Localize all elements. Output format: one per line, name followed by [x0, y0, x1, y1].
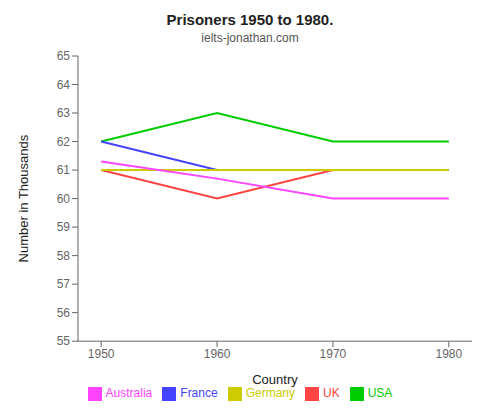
html-text:USA: USA	[367, 386, 393, 401]
html-text:Germany: Germany	[245, 386, 295, 401]
svg-text:55: 55	[57, 334, 71, 348]
html-text:France: France	[180, 386, 218, 401]
html-text:Australia: Australia	[105, 386, 153, 401]
svg-text:65: 65	[57, 49, 71, 63]
svg-text:62: 62	[57, 135, 71, 149]
svg-text:64: 64	[57, 78, 71, 92]
html-text:ielts-jonathan.com: ielts-jonathan.com	[201, 31, 299, 45]
svg-text:57: 57	[57, 277, 71, 291]
svg-text:56: 56	[57, 306, 71, 320]
svg-text:61: 61	[57, 163, 71, 177]
svg-text:1980: 1980	[435, 347, 462, 361]
svg-text:58: 58	[57, 249, 71, 263]
svg-text:59: 59	[57, 220, 71, 234]
svg-text:1970: 1970	[320, 347, 347, 361]
html-text:Prisoners 1950 to 1980.: Prisoners 1950 to 1980.	[166, 11, 334, 28]
svg-text:63: 63	[57, 106, 71, 120]
svg-text:60: 60	[57, 192, 71, 206]
svg-text:Number in Thousands: Number in Thousands	[16, 134, 31, 262]
svg-text:Country: Country	[252, 372, 298, 387]
html-text:UK: UK	[323, 386, 340, 401]
svg-text:1950: 1950	[88, 347, 115, 361]
svg-text:1960: 1960	[204, 347, 231, 361]
